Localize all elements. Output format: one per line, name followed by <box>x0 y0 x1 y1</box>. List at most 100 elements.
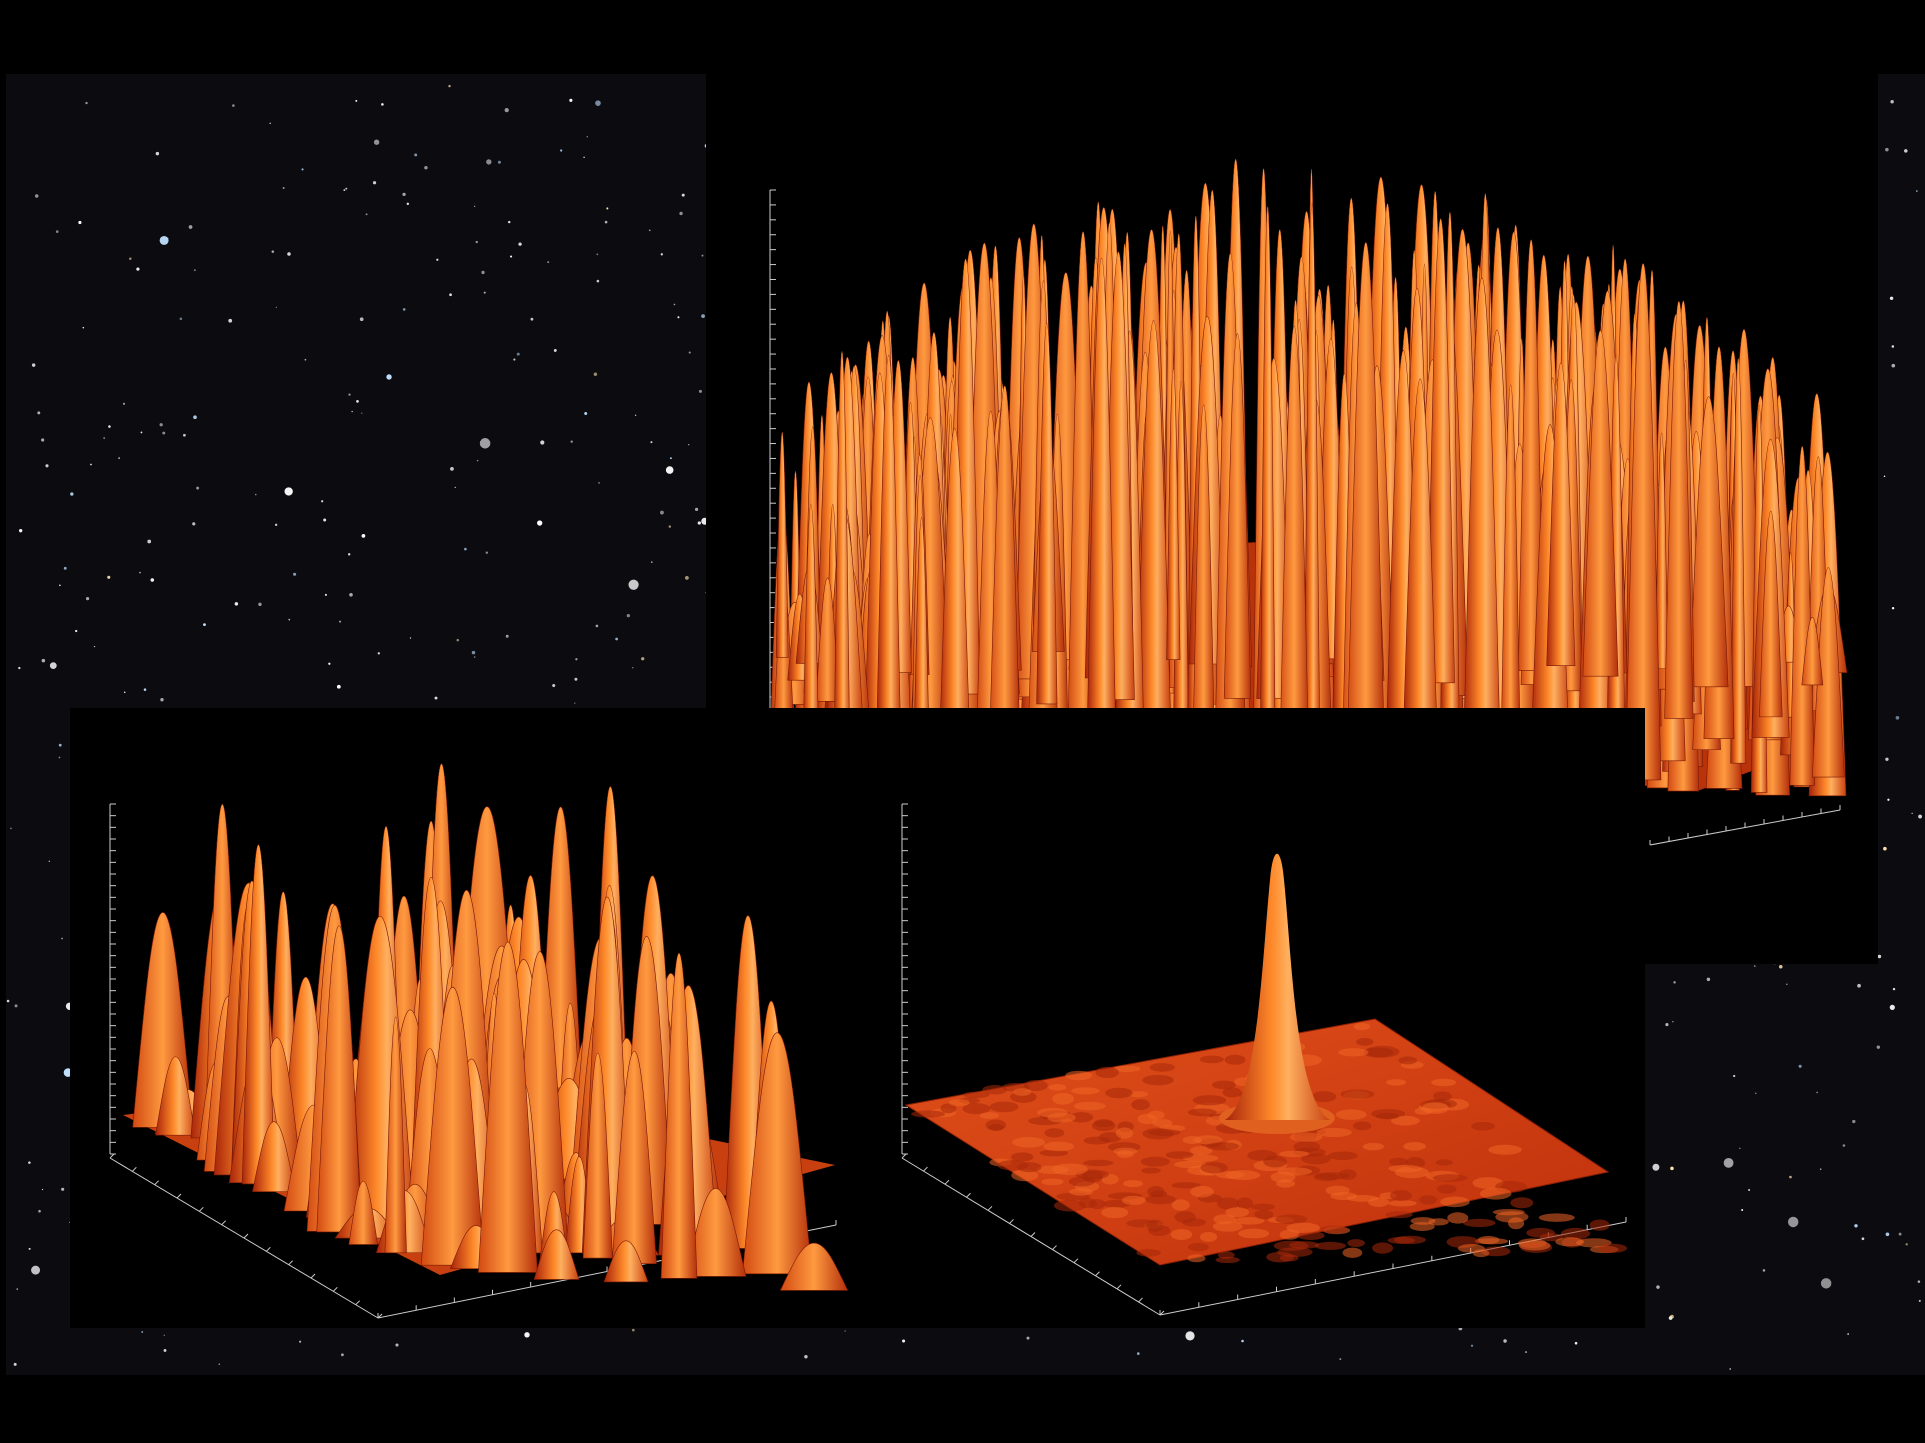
surface-ripple <box>997 1160 1029 1171</box>
star <box>45 464 49 468</box>
star <box>485 551 489 554</box>
star <box>504 107 509 113</box>
axis-tick <box>923 1166 928 1172</box>
star <box>464 547 467 551</box>
star <box>1748 1188 1751 1191</box>
star <box>275 306 277 308</box>
star <box>82 326 85 329</box>
star <box>844 1330 846 1332</box>
star <box>677 316 680 319</box>
star <box>698 389 702 393</box>
star <box>1185 1331 1195 1341</box>
star <box>1339 1358 1342 1361</box>
star <box>28 1247 31 1250</box>
star <box>1779 965 1783 969</box>
star <box>1876 1045 1881 1049</box>
surface-ripple <box>1182 1218 1206 1227</box>
surface-ripple <box>1073 1101 1106 1111</box>
surface-ripple <box>1041 1178 1064 1186</box>
star <box>41 438 45 442</box>
star <box>688 351 691 354</box>
star <box>518 242 522 246</box>
surface-ripple <box>1152 1119 1173 1127</box>
star <box>339 620 342 623</box>
star <box>650 561 653 563</box>
surface-spike <box>1801 617 1824 686</box>
surface-ripple <box>1222 1087 1242 1098</box>
star <box>41 1188 44 1191</box>
surface-ripple <box>1225 1207 1250 1218</box>
surface-ripple <box>1171 1182 1201 1189</box>
star <box>129 257 132 260</box>
surface-ripple <box>1236 1197 1253 1210</box>
axis-tick <box>987 1205 993 1211</box>
star <box>193 269 196 272</box>
star <box>58 756 61 759</box>
axis-tick <box>377 1313 383 1319</box>
star <box>508 220 511 224</box>
axis-tick <box>901 1153 907 1159</box>
star <box>902 1339 906 1343</box>
surface-ripple <box>1081 1170 1104 1183</box>
star <box>1885 1232 1890 1237</box>
star <box>107 575 111 579</box>
star <box>1789 1175 1792 1179</box>
surface-spike <box>252 1121 296 1192</box>
star <box>355 99 358 102</box>
surface-ripple <box>1010 1152 1034 1162</box>
surface-ripple <box>1410 1217 1436 1225</box>
star <box>473 656 476 658</box>
star <box>377 652 380 655</box>
axis-tick <box>109 1153 115 1159</box>
surface-ripple <box>1238 1228 1270 1239</box>
star <box>513 358 516 361</box>
star <box>1524 1351 1528 1354</box>
star <box>1918 1299 1921 1302</box>
star <box>1665 1023 1669 1027</box>
surface-ripple <box>1538 1213 1575 1222</box>
star <box>1672 1021 1674 1023</box>
axis-tick <box>265 1246 271 1252</box>
star <box>575 658 578 661</box>
star <box>1820 1278 1832 1289</box>
axis-tick <box>243 1233 249 1239</box>
star <box>163 1349 167 1352</box>
surface-ripple <box>1390 1115 1420 1126</box>
star <box>448 84 451 88</box>
surface-ripple <box>1116 1150 1134 1158</box>
star <box>183 433 186 437</box>
surface-ripple <box>1078 1197 1097 1209</box>
surface-ripple <box>940 1103 957 1114</box>
surface-ripple <box>1389 1189 1413 1201</box>
surface-ripple <box>1388 1164 1423 1173</box>
star <box>196 486 200 490</box>
surface-ripple <box>1048 1084 1067 1091</box>
surface-ripple <box>1368 1197 1389 1207</box>
surface-ripple <box>1477 1235 1500 1245</box>
star <box>141 1331 144 1333</box>
axis-tick <box>154 1180 160 1186</box>
star <box>203 623 206 627</box>
star <box>505 634 509 638</box>
surface-ripple <box>1457 1244 1485 1253</box>
surface-ripple <box>1365 1045 1400 1058</box>
surface-ripple <box>1436 1184 1457 1194</box>
surface-spike <box>1166 368 1181 661</box>
noise-surface-plot <box>109 763 849 1319</box>
star <box>595 100 601 106</box>
surface-ripple <box>1051 1163 1088 1176</box>
surface-ripple <box>1289 1132 1323 1142</box>
surface-ripple <box>1328 1151 1358 1161</box>
surface-ripple <box>1165 1151 1194 1159</box>
star <box>1670 1314 1674 1319</box>
surface-spike <box>1688 396 1729 688</box>
surface-ripple <box>1200 1162 1228 1174</box>
surface-ripple <box>1171 1199 1190 1211</box>
surface-ripple <box>1141 1167 1161 1174</box>
star <box>1842 1144 1846 1147</box>
surface-ripple <box>1095 1066 1119 1078</box>
surface-spike <box>1462 277 1502 793</box>
axis-tick <box>944 1179 950 1185</box>
star <box>560 149 563 152</box>
